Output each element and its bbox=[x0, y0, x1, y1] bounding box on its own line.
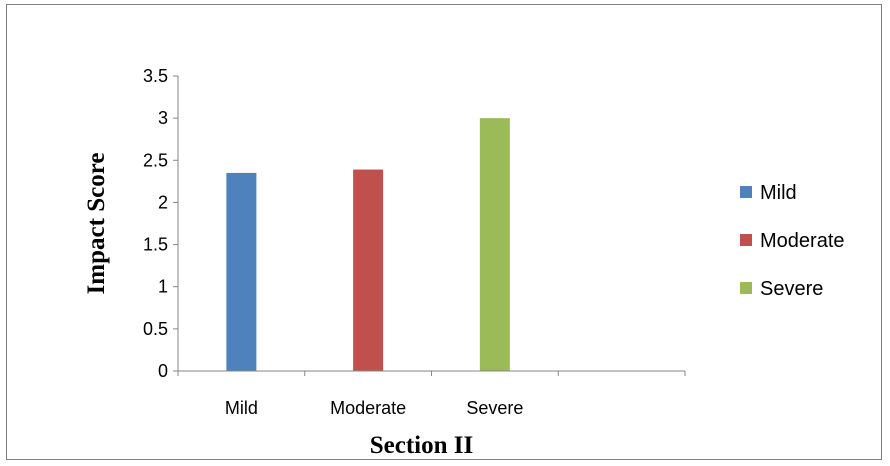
x-axis-ticks: Mild Moderate Severe bbox=[177, 371, 686, 418]
y-tick-label: 3 bbox=[158, 108, 168, 128]
y-axis-title: Impact Score bbox=[83, 153, 110, 295]
y-tick-label: 2 bbox=[158, 192, 168, 212]
y-tick-label: 1.5 bbox=[143, 235, 168, 255]
legend: Mild Moderate Severe bbox=[740, 182, 845, 300]
y-tick-label: 1 bbox=[158, 277, 168, 297]
legend-swatch-severe bbox=[740, 282, 752, 294]
bar-moderate bbox=[353, 169, 384, 371]
y-tick-label: 3.5 bbox=[143, 66, 168, 86]
x-tick-label: Mild bbox=[225, 398, 258, 418]
y-tick-label: 0 bbox=[158, 361, 168, 381]
bar-severe bbox=[479, 118, 510, 372]
legend-swatch-moderate bbox=[740, 234, 752, 246]
y-axis-ticks: 0 0.5 1 1.5 2 2.5 3 3.5 bbox=[143, 66, 178, 381]
x-tick-label: Moderate bbox=[330, 398, 406, 418]
legend-label-mild: Mild bbox=[760, 182, 797, 204]
legend-label-moderate: Moderate bbox=[760, 230, 845, 252]
legend-label-severe: Severe bbox=[760, 278, 823, 300]
x-axis-title: Section II bbox=[370, 432, 473, 459]
bars bbox=[226, 118, 510, 372]
y-tick-label: 2.5 bbox=[143, 150, 168, 170]
bar-mild bbox=[226, 172, 257, 371]
chart-frame bbox=[6, 4, 882, 460]
y-tick-label: 0.5 bbox=[143, 319, 168, 339]
x-tick-label: Severe bbox=[466, 398, 523, 418]
legend-swatch-mild bbox=[740, 186, 752, 198]
